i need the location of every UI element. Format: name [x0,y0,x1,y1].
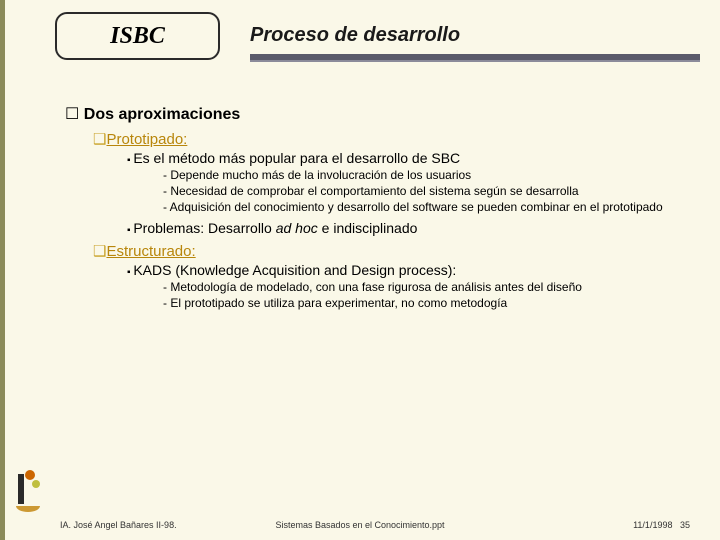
list-subitem: Metodología de modelado, con una fase ri… [163,280,685,295]
left-stripe [0,0,5,540]
footer-filename: Sistemas Basados en el Conocimiento.ppt [0,520,720,530]
corner-logo-icon [14,470,42,512]
text-fragment: e indisciplinado [318,220,418,236]
slide-title: Proceso de desarrollo [250,24,460,47]
header-logo-box: ISBC [55,12,220,60]
list-subitem: El prototipado se utiliza para experimen… [163,296,685,311]
section-estructurado: Estructurado: [93,242,685,260]
list-item: KADS (Knowledge Acquisition and Design p… [127,262,685,278]
footer-meta: 11/1/1998 35 [633,520,690,530]
list-subitem: Necesidad de comprobar el comportamiento… [163,184,685,199]
header-acronym: ISBC [110,23,165,50]
footer-date: 11/1/1998 [633,520,672,530]
main-heading: Dos aproximaciones [65,104,685,124]
content-area: Dos aproximaciones Prototipado: Es el mé… [65,104,685,312]
list-item: Es el método más popular para el desarro… [127,150,685,166]
list-subitem: Adquisición del conocimiento y desarroll… [163,200,685,215]
text-fragment: Problemas: Desarrollo [133,220,275,236]
list-subitem: Depende mucho más de la involucración de… [163,168,685,183]
section-prototipado: Prototipado: [93,130,685,148]
italic-text: ad hoc [276,220,318,236]
footer-page: 35 [680,520,690,530]
list-item: Problemas: Desarrollo ad hoc e indiscipl… [127,220,685,236]
title-rule [250,54,700,60]
